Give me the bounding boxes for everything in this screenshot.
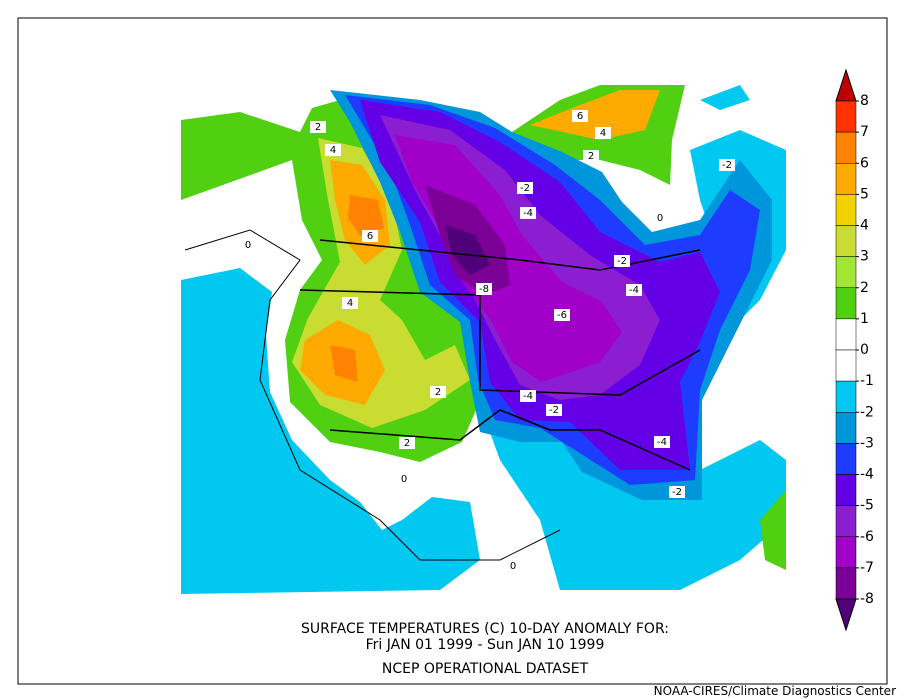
contour-label: 6 [367,231,373,242]
colorbar-segment [835,412,857,444]
colorbar-label: -5 [860,498,874,514]
contour-labels: 2 4 6 4 2 2 0 0 0 0 -2 -4 -2 -8 -6 -4 -4 -2 -4 -2 -2 6 4 2 [240,110,735,572]
title-line: NCEP OPERATIONAL DATASET [382,661,589,677]
colorbar-segment [835,443,857,475]
colorbar-segment [835,505,857,537]
colorbar-label: -4 [860,467,874,483]
contour-label: -2 [520,183,530,194]
colorbar-label: -6 [860,529,874,545]
contour-label: 0 [510,561,516,572]
map [181,85,786,594]
colorbar-label: 6 [860,155,869,171]
contour-label: -4 [657,437,667,448]
colorbar-label: 8 [860,93,869,109]
colorbar-label: -8 [860,591,874,607]
contour-label: 6 [577,111,583,122]
contour-label: 0 [401,474,407,485]
colorbar-segment [835,100,857,133]
colorbar-segment [835,287,857,320]
contour-label: -2 [549,405,559,416]
contour-label-bg [652,212,668,224]
contour-label: -4 [629,285,639,296]
colorbar-label: -7 [860,560,874,576]
contour-label: -2 [672,487,682,498]
colorbar-segment [835,474,857,506]
contour-label: 2 [404,438,410,449]
contour-label: 2 [435,387,441,398]
colorbar-label: 5 [860,186,869,202]
contour-label: 2 [588,151,594,162]
contour-label: -4 [523,391,533,402]
credit: NOAA-CIRES/Climate Diagnostics Center [654,684,896,698]
contour-label-bg [654,436,670,448]
contour-label: -2 [617,256,627,267]
colorbar-label: -3 [860,435,874,451]
contour-label: -2 [722,160,732,171]
colorbar-segment [835,225,857,257]
colorbar-label: -2 [860,404,874,420]
colorbar-label: 4 [860,218,869,234]
colorbar-segment [835,380,857,413]
contour-label-bg [626,284,642,296]
contour-label-bg [583,150,599,162]
contour-label: 0 [245,240,251,251]
contour-label: -6 [557,310,567,321]
title-line: Fri JAN 01 1999 - Sun JAN 10 1999 [366,637,605,653]
contour-label-bg [399,437,415,449]
contour-label-bg [546,404,562,416]
colorbar-label: -1 [860,373,874,389]
colorbar-segment [835,349,857,382]
contour-label: -4 [523,208,533,219]
contour-label-bg [240,239,256,251]
contour-label-bg [517,182,533,194]
contour-label: 0 [657,213,663,224]
colorbar-segment [835,536,857,569]
contour-label-bg [669,486,685,498]
contour-label-bg [595,127,611,139]
contour-label: 4 [330,145,336,156]
contour-label-bg [505,560,521,572]
colorbar-segment [835,567,857,600]
colorbar-end [835,598,857,632]
contour-label-bg [396,473,412,485]
colorbar-segment [835,163,857,195]
contour-label: 4 [600,128,606,139]
colorbar-label: 0 [860,342,869,358]
contour-label-bg [520,207,536,219]
contour-label-bg [572,110,588,122]
contour-label: -8 [479,284,489,295]
colorbar-label: 3 [860,249,869,265]
contour-label-bg [362,230,378,242]
contour-label-bg [614,255,630,267]
colorbar-label: 2 [860,280,869,296]
colorbar-label: 1 [860,311,869,327]
contour-label-bg [554,309,570,321]
contour-label-bg [342,297,358,309]
contour-label: 4 [347,298,353,309]
colorbar: 8 7 6 5 4 3 2 1 0 -1 -2 -3 -4 -5 -6 -7 -8 [835,68,874,632]
colorbar-label: 7 [860,124,869,140]
contour-label-bg [325,144,341,156]
contour-label-bg [719,159,735,171]
colorbar-segment [835,256,857,288]
colorbar-segment [835,318,857,351]
title-line: SURFACE TEMPERATURES (C) 10-DAY ANOMALY … [301,621,669,637]
colorbar-segment [835,194,857,226]
contour-label-bg [520,390,536,402]
contour-label: 2 [315,122,321,133]
contour-label-bg [430,386,446,398]
colorbar-segment [835,131,857,164]
contour-label-bg [476,283,492,295]
contour-label-bg [310,121,326,133]
